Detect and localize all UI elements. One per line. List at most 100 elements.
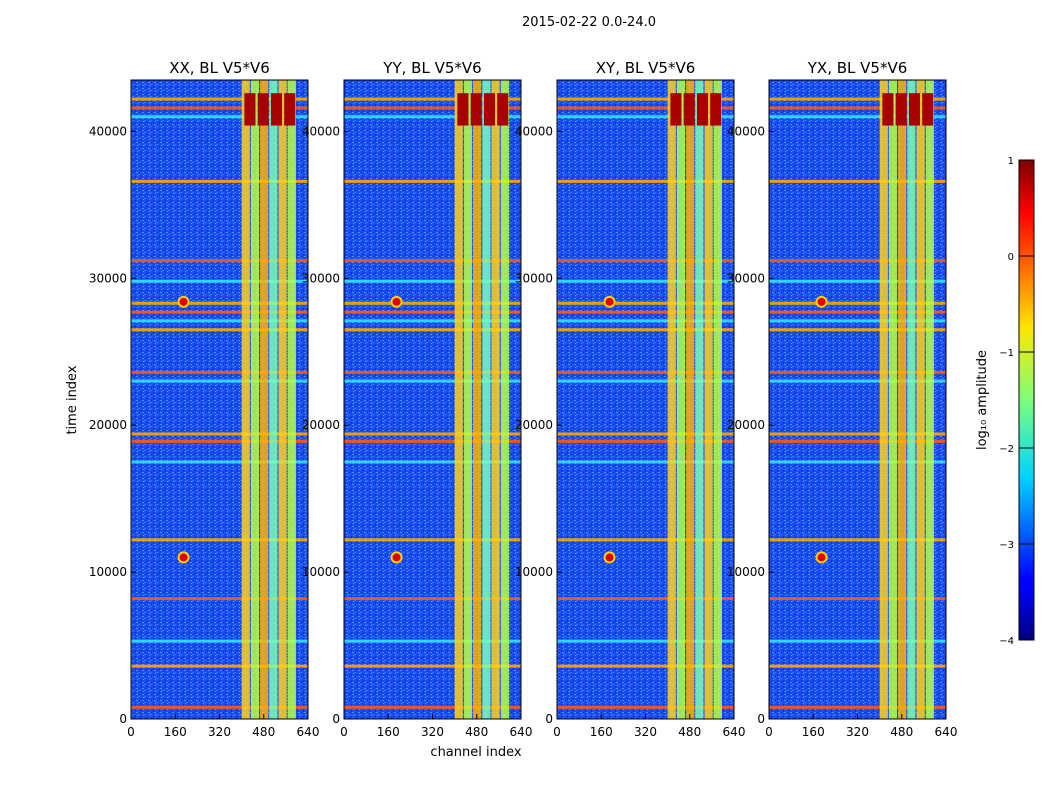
x-tick-label: 160 [164, 725, 187, 739]
band-hotspot [710, 93, 722, 126]
colorbar-tick-label: −1 [999, 348, 1014, 359]
heatmap-row [131, 460, 308, 464]
heatmap-row [557, 328, 734, 332]
bright-source [177, 551, 190, 564]
heatmap-row [557, 597, 734, 601]
colorbar: 1 0 −1 −2 −3 −4 log₁₀ amplitude [975, 156, 1035, 647]
band-stripe [278, 80, 287, 719]
heatmap-row [557, 115, 734, 119]
heatmap-row [769, 106, 946, 110]
x-tick-label: 640 [935, 725, 958, 739]
heatmap-row [557, 639, 734, 643]
bright-source [815, 295, 828, 308]
x-tick-label: 160 [590, 725, 613, 739]
heatmap-row [769, 705, 946, 709]
bright-source [390, 551, 403, 564]
x-tick-label: 0 [553, 725, 561, 739]
heatmap-row [769, 279, 946, 283]
y-tick-label: 10000 [727, 565, 765, 579]
band-hotspot [882, 93, 894, 126]
band-stripe [241, 80, 250, 719]
heatmap-row [344, 106, 521, 110]
heatmap-row [344, 379, 521, 383]
heatmap-row [769, 370, 946, 374]
panel-1: XX, BL V5*V6 0 160 320 480 640 0 10000 20000 3000… [89, 59, 320, 739]
panel-4: YX, BL V5*V6 0 160 320 480 640 0 10000 20000 3000… [727, 59, 958, 739]
y-tick-label: 30000 [89, 271, 127, 285]
band-stripe [888, 80, 898, 719]
heatmap-row [557, 538, 734, 542]
heatmap-row [557, 460, 734, 464]
x-tick-label: 0 [765, 725, 773, 739]
band-stripe [454, 80, 463, 719]
heatmap-row [344, 259, 521, 263]
heatmap-row [557, 370, 734, 374]
heatmap-row [344, 597, 521, 601]
band-stripe [667, 80, 676, 719]
y-tick-label: 30000 [302, 271, 340, 285]
band-hotspot [483, 93, 496, 126]
heatmap-row [557, 439, 734, 443]
y-tick-label: 40000 [89, 124, 127, 138]
heatmap-row [344, 328, 521, 332]
y-tick-label: 30000 [515, 271, 553, 285]
heatmap-row [769, 97, 946, 101]
band-stripe [250, 80, 260, 719]
band-stripe [695, 80, 704, 719]
heatmap-row [769, 179, 946, 183]
bright-source [177, 295, 190, 308]
y-tick-label: 10000 [515, 565, 553, 579]
band-stripe [898, 80, 907, 719]
bright-source [603, 551, 616, 564]
heatmap-row [769, 597, 946, 601]
heatmap-row [557, 97, 734, 101]
colorbar-tick-label: −2 [999, 444, 1014, 455]
band-stripe [269, 80, 278, 719]
x-tick-label: 640 [297, 725, 320, 739]
band-hotspot [895, 93, 907, 126]
panel-title: XX, BL V5*V6 [169, 59, 270, 77]
bright-source [603, 295, 616, 308]
heatmap-row [344, 319, 521, 323]
y-tick-label: 10000 [302, 565, 340, 579]
heatmap-row [131, 664, 308, 668]
panel-title: YX, BL V5*V6 [807, 59, 908, 77]
heatmap-row [557, 319, 734, 323]
colorbar-tick-label: 1 [1008, 156, 1014, 167]
x-tick-label: 320 [634, 725, 657, 739]
heatmap-row [557, 664, 734, 668]
band-hotspot [244, 93, 256, 126]
y-tick-label: 40000 [302, 124, 340, 138]
heatmap-row [131, 301, 308, 305]
heatmap-row [131, 310, 308, 314]
heatmap-row [769, 328, 946, 332]
heatmap-row [344, 179, 521, 183]
y-tick-label: 0 [119, 712, 127, 726]
heatmap-row [769, 301, 946, 305]
heatmap-row [131, 370, 308, 374]
heatmap-row [557, 310, 734, 314]
band-stripe [713, 80, 722, 719]
band-hotspot [696, 93, 709, 126]
heatmap-row [131, 106, 308, 110]
x-tick-label: 640 [723, 725, 746, 739]
band-stripe [482, 80, 491, 719]
heatmap-row [769, 310, 946, 314]
x-tick-label: 320 [846, 725, 869, 739]
heatmap-row [131, 538, 308, 542]
y-tick-label: 0 [332, 712, 340, 726]
colorbar-tick-label: 0 [1008, 252, 1014, 263]
heatmap-row [557, 106, 734, 110]
x-tick-label: 640 [510, 725, 533, 739]
y-tick-label: 30000 [727, 271, 765, 285]
bright-source [390, 295, 403, 308]
y-tick-label: 20000 [302, 418, 340, 432]
panel-title: YY, BL V5*V6 [382, 59, 481, 77]
band-hotspot [497, 93, 509, 126]
band-stripe [907, 80, 916, 719]
heatmap-row [131, 259, 308, 263]
heatmap-row [557, 279, 734, 283]
heatmap-row [344, 460, 521, 464]
x-tick-label: 0 [127, 725, 135, 739]
